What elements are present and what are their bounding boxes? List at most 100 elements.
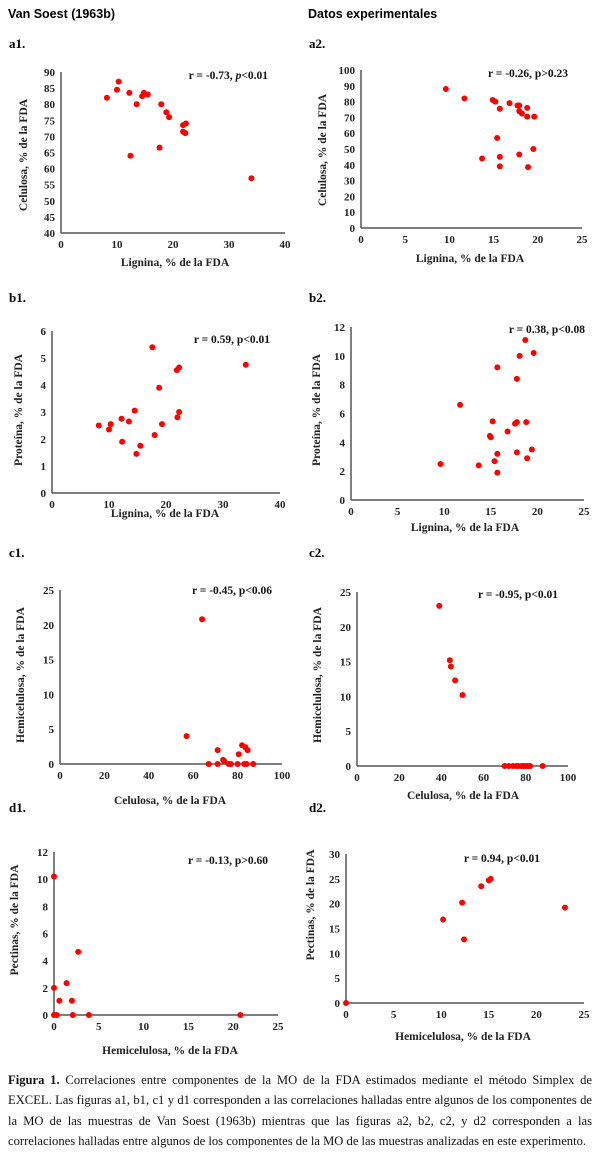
x-tick-label: 20 (394, 772, 406, 784)
chart-d2: 0 5 10 15 20 25 30 0 5 10 15 20 25 Hemicelulosa, % de… (305, 849, 590, 1043)
y-tick-label: 0 (335, 998, 341, 1010)
data-point (524, 104, 531, 111)
data-point (461, 936, 468, 943)
data-point (137, 442, 144, 449)
data-point (494, 364, 501, 371)
x-tick-label: 30 (218, 499, 230, 511)
annotation-segment: r = 0.38, p<0.08 (509, 324, 585, 336)
y-tick-label: 75 (44, 115, 56, 127)
data-point (156, 144, 163, 151)
data-point (524, 455, 531, 462)
x-tick-label: 10 (138, 1021, 150, 1033)
data-point (214, 747, 221, 754)
data-point (182, 130, 189, 137)
data-point (479, 155, 486, 162)
data-point (452, 677, 459, 684)
x-tick-label: 25 (577, 234, 589, 246)
x-tick-label: 15 (485, 506, 497, 518)
data-point (51, 984, 57, 991)
x-tick-label: 0 (354, 772, 360, 784)
x-tick-label: 15 (183, 1021, 195, 1033)
data-point (106, 426, 112, 433)
y-tick-label: 3 (41, 407, 47, 419)
data-point (492, 98, 499, 105)
panel-label-a1: a1. (9, 36, 26, 51)
y-tick-label: 60 (344, 128, 356, 140)
chart-d1: 0 2 4 6 8 10 12 0 5 10 15 20 25 Hemicelulosa, % de la… (9, 847, 284, 1057)
x-tick-label: 25 (579, 506, 591, 518)
y-axis-title: Hemicelulosa, % de la FDA (312, 606, 324, 742)
data-point (527, 763, 534, 769)
data-point (85, 1012, 92, 1018)
y-tick-label: 5 (346, 726, 352, 738)
x-tick-label: 0 (348, 506, 354, 518)
correlation-annotation: r = -0.73, p<0.01 (189, 70, 269, 82)
x-tick-label: 20 (168, 239, 180, 251)
data-point (182, 120, 189, 127)
data-point (53, 1012, 60, 1018)
x-tick-label: 80 (232, 770, 244, 782)
data-point (528, 446, 535, 453)
data-point (518, 110, 525, 117)
y-tick-label: 90 (344, 81, 356, 93)
y-tick-label: 0 (340, 495, 346, 507)
data-point (75, 948, 82, 955)
data-point (176, 364, 183, 371)
chart-a2: 0 10 20 30 40 50 60 70 80 90 100 0 5 10 15 20 25 Lignina,… (317, 65, 588, 265)
x-axis-title: Hemicelulosa, % de la FDA (102, 1045, 238, 1057)
chart-c1: 0 5 10 15 20 25 0 20 40 60 80 100 Celulosa, % de la … (15, 585, 291, 807)
x-tick-label: 20 (228, 1021, 240, 1033)
y-tick-label: 0 (41, 488, 47, 500)
y-tick-label: 0 (43, 1010, 49, 1022)
data-point (250, 761, 257, 767)
data-point (475, 462, 482, 469)
x-tick-label: 10 (112, 239, 124, 251)
data-point (436, 602, 443, 609)
data-point (442, 85, 449, 92)
y-tick-label: 5 (49, 724, 55, 736)
data-point (166, 114, 173, 121)
correlation-annotation: r = -0.13, p>0.60 (188, 855, 268, 867)
annotation-segment: r = 0.94, p<0.01 (464, 853, 540, 865)
y-tick-label: 20 (329, 899, 341, 911)
y-tick-label: 20 (344, 191, 356, 203)
x-tick-label: 20 (99, 770, 111, 782)
data-point (491, 458, 498, 465)
data-point (489, 418, 496, 425)
data-point (447, 663, 454, 670)
y-tick-label: 85 (44, 83, 56, 95)
annotation-segment: r = 0.59, p<0.01 (194, 334, 270, 346)
data-point (119, 438, 126, 445)
caption-text: Correlaciones entre componentes de la MO… (8, 1073, 592, 1149)
data-point (478, 883, 485, 890)
x-tick-label: 100 (274, 770, 291, 782)
y-tick-label: 5 (41, 353, 47, 365)
data-point (95, 422, 102, 429)
x-tick-label: 5 (96, 1021, 102, 1033)
y-axis-title: Celulosa, % de la FDA (18, 98, 30, 211)
annotation-segment: r = -0.95, p<0.01 (478, 589, 558, 601)
correlation-annotation: r = -0.45, p<0.06 (192, 585, 272, 597)
data-point (513, 419, 520, 426)
panel-label-c2: c2. (309, 545, 325, 560)
data-point (237, 1012, 244, 1018)
y-tick-label: 4 (41, 380, 47, 392)
y-tick-label: 30 (329, 849, 341, 861)
data-point (158, 101, 165, 108)
x-tick-label: 5 (402, 234, 408, 246)
data-point (227, 761, 234, 767)
data-point (127, 152, 134, 159)
correlation-annotation: r = 0.59, p<0.01 (194, 334, 270, 346)
data-point (131, 407, 138, 414)
data-point (159, 421, 166, 428)
data-point (133, 101, 140, 108)
annotation-segment: r = -0.45, p<0.06 (192, 585, 272, 597)
data-point (440, 916, 447, 923)
data-point (248, 175, 255, 182)
data-point (343, 1000, 349, 1006)
data-point (506, 100, 513, 107)
figure-caption: Figura 1. Correlaciones entre componente… (8, 1070, 592, 1152)
panel-label-d2: d2. (309, 800, 326, 815)
y-tick-label: 15 (329, 924, 341, 936)
